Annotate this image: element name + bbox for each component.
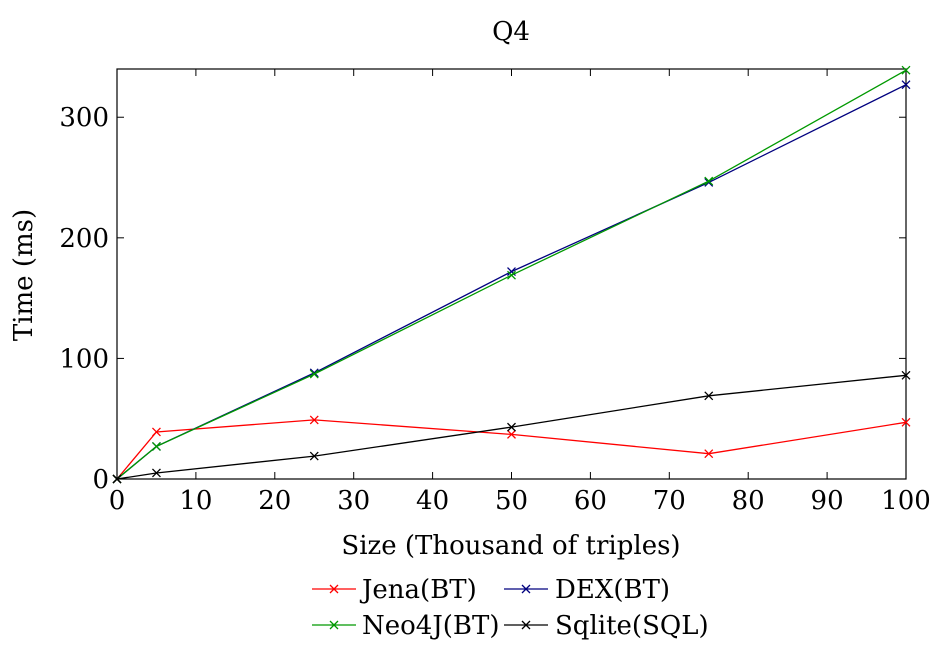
x-tick-label: 0: [109, 486, 126, 516]
legend-entry: Jena(BT): [312, 575, 477, 605]
x-axis-label: Size (Thousand of triples): [341, 531, 680, 561]
y-tick-label: 300: [59, 103, 109, 133]
x-tick-label: 10: [179, 486, 212, 516]
series-line: [116, 84, 907, 480]
data-point: [704, 176, 714, 186]
legend-entry: Neo4J(BT): [312, 611, 500, 641]
data-point: [309, 369, 319, 379]
data-point: [901, 80, 911, 90]
data-point: [151, 427, 161, 437]
x-tick-label: 20: [258, 486, 291, 516]
x-tick-label: 50: [495, 486, 528, 516]
series-jena-bt: [112, 415, 911, 484]
legend-marker: [329, 620, 339, 630]
y-tick-label: 200: [59, 224, 109, 254]
legend-marker: [329, 584, 339, 594]
y-tick-label: 100: [59, 344, 109, 374]
data-point: [507, 270, 516, 280]
legend-label: Sqlite(SQL): [555, 611, 709, 641]
y-axis-label: Time (ms): [9, 209, 39, 341]
data-point: [309, 451, 319, 461]
legend-label: Neo4J(BT): [362, 611, 500, 641]
series-line: [116, 69, 907, 480]
series-layer: [112, 65, 911, 484]
data-point: [901, 370, 911, 380]
data-point: [112, 474, 122, 484]
legend: Jena(BT) DEX(BT) Neo4J(BT) Sqlite(SQL): [312, 575, 709, 641]
series-line: [116, 374, 907, 480]
data-point: [507, 429, 516, 439]
chart-title: Q4: [492, 17, 530, 47]
x-tick-label: 100: [881, 486, 931, 516]
data-point: [901, 417, 911, 427]
data-point: [151, 468, 161, 478]
legend-marker: [521, 584, 531, 594]
x-axis: 0 10 20 30 40 50 60 70 80 90 100: [109, 69, 931, 516]
data-point: [507, 422, 516, 432]
data-point: [704, 449, 714, 459]
x-tick-label: 70: [653, 486, 686, 516]
legend-entry: Sqlite(SQL): [504, 611, 709, 641]
x-tick-label: 60: [574, 486, 607, 516]
series-line: [116, 419, 907, 480]
legend-entry: DEX(BT): [504, 575, 670, 605]
data-point: [704, 391, 714, 401]
legend-label: DEX(BT): [555, 575, 670, 605]
x-tick-label: 80: [732, 486, 765, 516]
x-tick-label: 90: [811, 486, 844, 516]
data-point: [309, 415, 319, 425]
series-neo4j-bt: [112, 65, 911, 484]
legend-marker: [521, 620, 531, 630]
series-dex-bt: [112, 80, 911, 484]
x-tick-label: 40: [416, 486, 449, 516]
plot-border: [116, 68, 907, 480]
y-tick-label: 0: [92, 465, 109, 495]
legend-label: Jena(BT): [359, 575, 477, 605]
x-tick-label: 30: [337, 486, 370, 516]
y-axis: 0 100 200 300: [59, 103, 906, 495]
data-point: [151, 441, 161, 451]
plot-frame: [116, 68, 907, 480]
data-point: [901, 65, 911, 75]
series-sqlite-sql: [112, 370, 911, 484]
